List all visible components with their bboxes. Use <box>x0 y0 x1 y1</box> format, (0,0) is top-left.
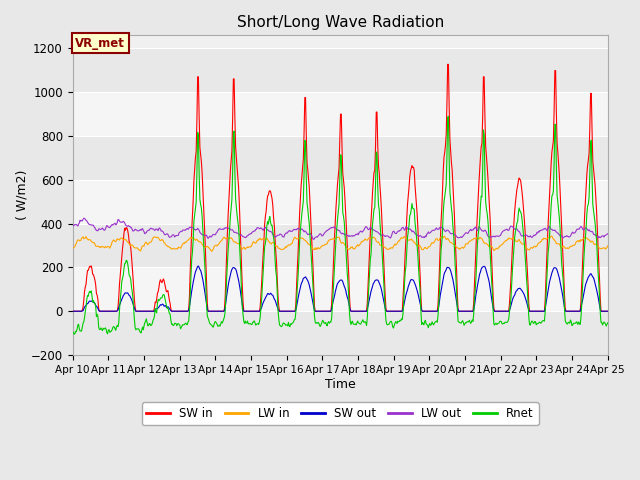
Line: SW in: SW in <box>72 64 608 311</box>
SW out <box>68 308 76 314</box>
Rnet <box>406 213 413 218</box>
Rnet <box>445 113 452 119</box>
Bar <box>72 136 608 180</box>
SW in <box>444 61 452 67</box>
Rnet <box>422 317 429 323</box>
LW in <box>604 243 612 249</box>
LW out <box>406 227 414 233</box>
Bar <box>72 311 608 355</box>
SW out <box>79 308 86 314</box>
Y-axis label: ( W/m2): ( W/m2) <box>15 170 28 220</box>
SW out <box>406 277 414 283</box>
LW in <box>134 245 141 251</box>
Rnet <box>189 249 196 255</box>
Bar <box>72 267 608 311</box>
LW in <box>406 237 413 243</box>
Bar <box>72 92 608 136</box>
SW out <box>217 308 225 314</box>
Title: Short/Long Wave Radiation: Short/Long Wave Radiation <box>237 15 444 30</box>
LW out <box>310 237 317 242</box>
Bar <box>72 224 608 267</box>
LW out <box>422 234 430 240</box>
Bar <box>72 48 608 92</box>
Rnet <box>79 321 87 326</box>
SW in <box>134 308 141 314</box>
LW out <box>68 224 76 229</box>
SW out <box>604 308 612 314</box>
SW out <box>276 308 284 314</box>
LW in <box>422 244 429 250</box>
LW out <box>80 216 88 221</box>
LW out <box>79 218 86 224</box>
Line: Rnet: Rnet <box>72 116 608 334</box>
LW in <box>188 236 196 241</box>
LW in <box>79 235 86 240</box>
SW out <box>195 263 202 269</box>
SW in <box>216 308 224 314</box>
LW out <box>217 227 225 232</box>
LW in <box>208 249 216 254</box>
SW in <box>79 308 86 313</box>
SW in <box>420 308 428 314</box>
SW out <box>422 308 430 314</box>
LW out <box>134 228 142 234</box>
LW in <box>68 245 76 251</box>
Rnet <box>217 321 225 327</box>
SW in <box>604 308 612 314</box>
SW out <box>188 288 196 294</box>
Line: LW out: LW out <box>72 218 608 240</box>
Rnet <box>70 331 78 337</box>
SW out <box>134 308 141 314</box>
Line: LW in: LW in <box>72 236 608 252</box>
SW in <box>188 228 196 234</box>
Rnet <box>134 326 142 332</box>
SW in <box>597 308 605 314</box>
X-axis label: Time: Time <box>324 377 356 391</box>
Text: VR_met: VR_met <box>76 36 125 49</box>
Line: SW out: SW out <box>72 266 608 311</box>
SW in <box>68 308 76 314</box>
LW out <box>189 225 196 230</box>
Rnet <box>68 330 76 336</box>
SW in <box>405 185 413 191</box>
Rnet <box>604 320 612 325</box>
Bar <box>72 180 608 224</box>
LW in <box>547 233 555 239</box>
LW in <box>217 239 225 244</box>
LW out <box>604 231 612 237</box>
Legend: SW in, LW in, SW out, LW out, Rnet: SW in, LW in, SW out, LW out, Rnet <box>141 402 539 425</box>
